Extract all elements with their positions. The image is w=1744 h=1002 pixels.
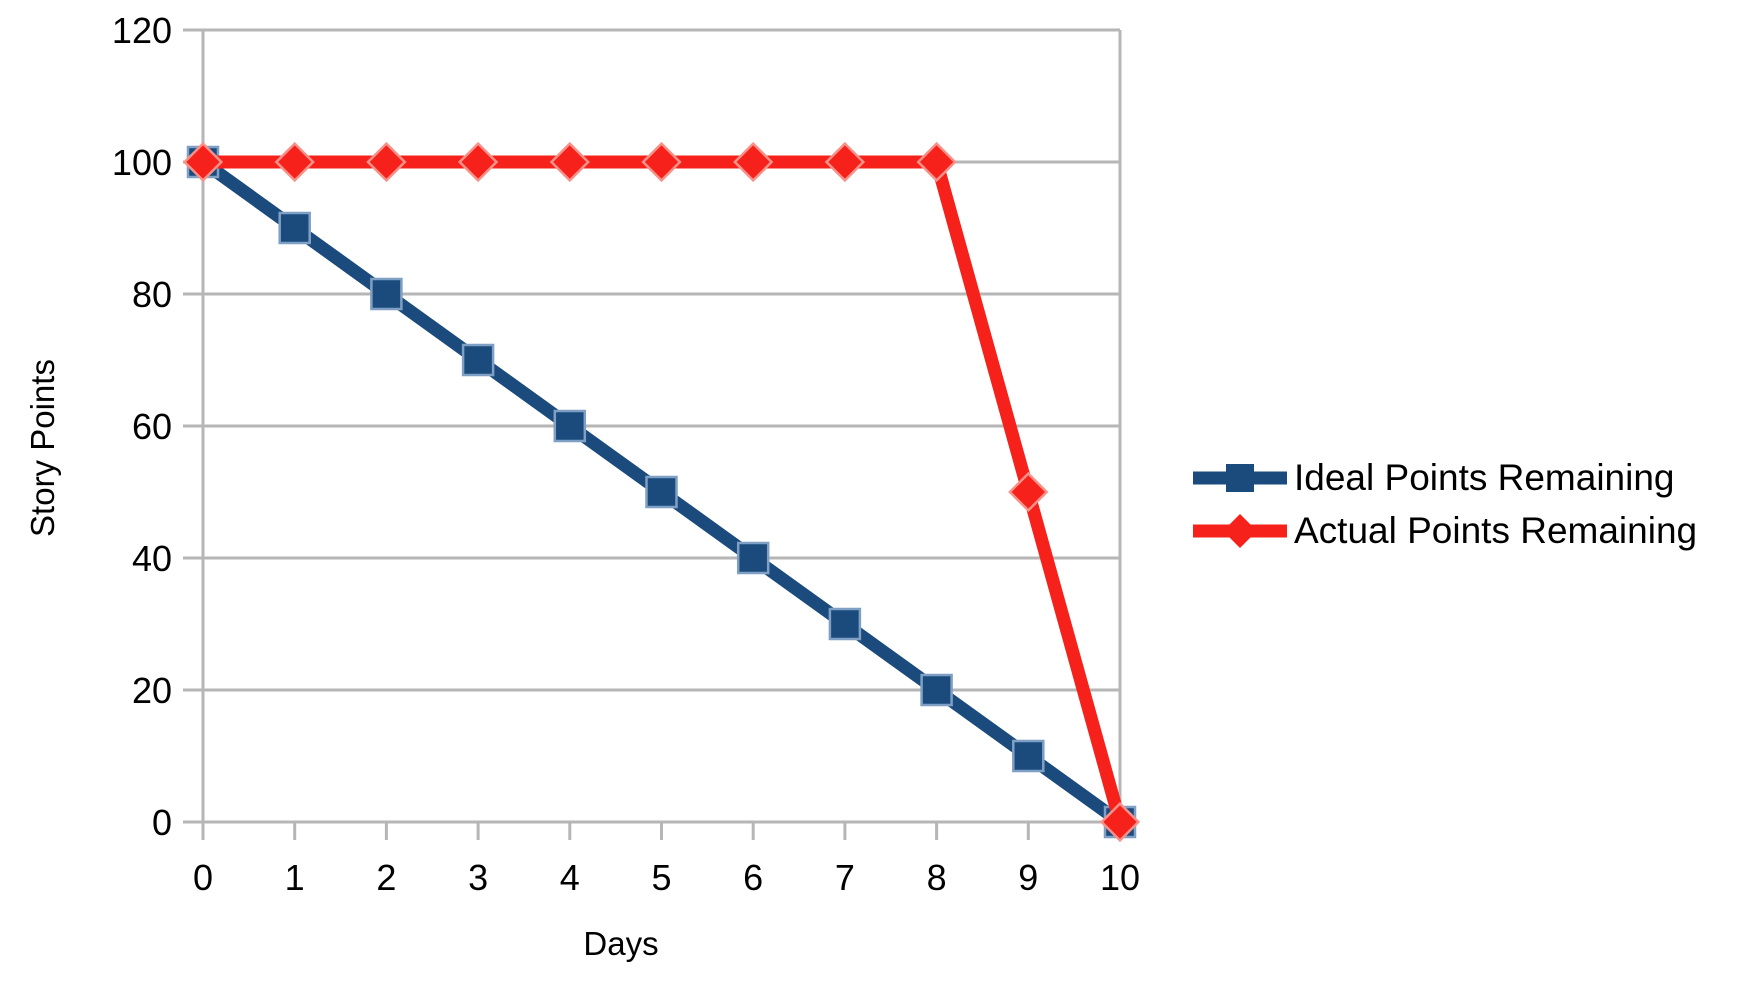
x-tick-label: 0: [193, 857, 213, 898]
series-lines: [182, 141, 1141, 843]
marker-square: [370, 277, 403, 311]
legend-item-actual: Actual Points Remaining: [1193, 510, 1697, 551]
x-tick-label: 2: [376, 857, 396, 898]
y-tick-label: 100: [112, 142, 172, 183]
legend-label: Ideal Points Remaining: [1294, 457, 1675, 498]
marker-square: [461, 343, 495, 377]
marker-diamond: [916, 141, 957, 183]
legend: Ideal Points Remaining Actual Points Rema…: [1193, 457, 1697, 563]
marker-square: [828, 607, 862, 641]
marker-square: [645, 475, 678, 509]
y-tick-label: 40: [132, 538, 172, 579]
marker-diamond: [824, 141, 866, 183]
x-tick-label: 5: [651, 857, 671, 898]
x-tick-label: 8: [927, 857, 947, 898]
x-tick-label: 10: [1100, 857, 1140, 898]
legend-marker-square-icon: [1193, 463, 1287, 492]
marker-square: [278, 211, 311, 245]
axes: [201, 30, 1122, 840]
gridlines: [183, 28, 1120, 824]
marker-square: [736, 541, 770, 575]
marker-diamond: [549, 141, 590, 183]
y-tick-label: 80: [132, 274, 172, 315]
marker-square: [920, 673, 953, 707]
y-tick-label: 60: [132, 406, 172, 447]
y-axis-title: Story Points: [24, 359, 62, 537]
marker-square: [1012, 739, 1045, 773]
x-tick-labels: 0 1 2 3 4 5 6 7 8 9 10: [193, 857, 1140, 898]
marker-diamond: [182, 141, 224, 183]
marker-diamond: [733, 141, 774, 183]
x-axis-title: Days: [583, 925, 659, 962]
y-tick-label: 20: [132, 670, 172, 711]
marker-diamond: [366, 141, 407, 183]
x-tick-label: 7: [835, 857, 855, 898]
x-tick-label: 6: [743, 857, 763, 898]
legend-marker-diamond-icon: [1193, 513, 1287, 548]
marker-diamond: [641, 141, 682, 183]
x-tick-label: 1: [285, 857, 305, 898]
y-tick-label: 0: [152, 802, 172, 843]
legend-item-ideal: Ideal Points Remaining: [1193, 457, 1697, 498]
marker-diamond: [274, 141, 315, 183]
marker-diamond: [1008, 471, 1049, 513]
x-tick-label: 3: [468, 857, 488, 898]
y-tick-label: 120: [112, 10, 172, 51]
x-tick-label: 4: [560, 857, 580, 898]
y-tick-labels: 0 20 40 60 80 100 120: [112, 10, 172, 843]
legend-label: Actual Points Remaining: [1294, 510, 1698, 551]
marker-square: [553, 409, 587, 443]
marker-diamond: [457, 141, 499, 183]
x-tick-label: 9: [1018, 857, 1038, 898]
marker-diamond: [1099, 801, 1141, 843]
